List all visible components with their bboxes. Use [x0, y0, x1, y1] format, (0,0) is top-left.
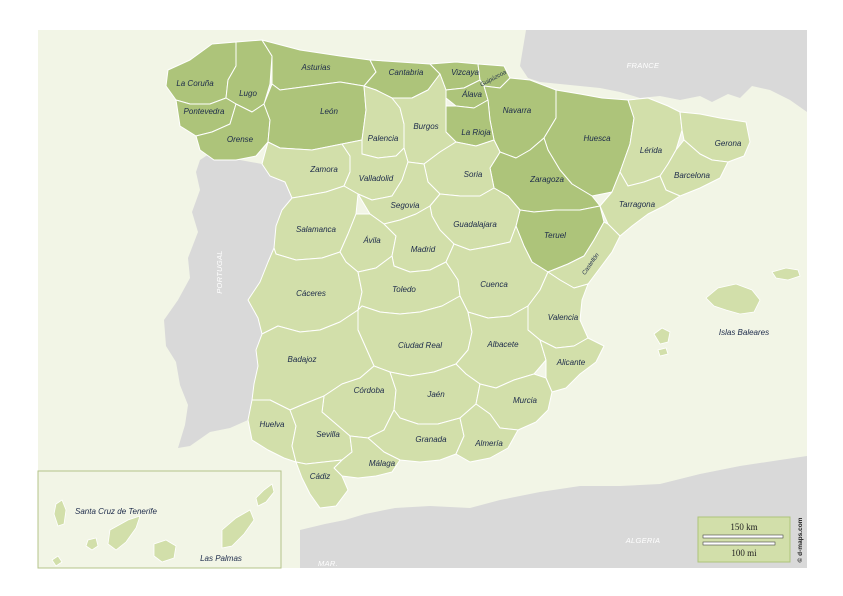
label-huelva: Huelva: [260, 420, 285, 429]
gran-canaria: [153, 539, 177, 563]
label-teruel: Teruel: [544, 231, 566, 240]
label-malaga: Málaga: [369, 459, 396, 468]
label-vizcaya: Vizcaya: [451, 68, 479, 77]
tenerife: [107, 515, 141, 551]
province-labels: La Coruña Lugo Asturias Cantabria Vizcay…: [75, 63, 769, 563]
label-huesca: Huesca: [583, 134, 611, 143]
canary-islands: [51, 483, 275, 567]
label-cantabria: Cantabria: [389, 68, 424, 77]
label-palencia: Palencia: [368, 134, 399, 143]
label-morocco: MAR.: [318, 559, 338, 568]
label-toledo: Toledo: [392, 285, 416, 294]
label-burgos: Burgos: [413, 122, 438, 131]
label-valencia: Valencia: [548, 313, 579, 322]
label-barcelona: Barcelona: [674, 171, 711, 180]
label-murcia: Murcia: [513, 396, 538, 405]
label-ciudad-real: Ciudad Real: [398, 341, 442, 350]
label-madrid: Madrid: [411, 245, 436, 254]
label-las-palmas: Las Palmas: [200, 554, 242, 563]
scale-km-bar: [702, 534, 784, 539]
label-cuenca: Cuenca: [480, 280, 508, 289]
label-granada: Granada: [415, 435, 447, 444]
label-salamanca: Salamanca: [296, 225, 337, 234]
fuerteventura: [221, 509, 255, 549]
lanzarote: [255, 483, 275, 507]
province-cadiz: [295, 459, 349, 509]
label-leon: León: [320, 107, 338, 116]
label-santa-cruz-de-tenerife: Santa Cruz de Tenerife: [75, 507, 158, 516]
label-alicante: Alicante: [556, 358, 586, 367]
label-cadiz: Cádiz: [310, 472, 330, 481]
label-lerida: Lérida: [640, 146, 663, 155]
portugal-land: [164, 152, 292, 448]
province-almeria: [455, 403, 519, 463]
label-tarragona: Tarragona: [619, 200, 656, 209]
label-la-rioja: La Rioja: [461, 128, 491, 137]
formentera: [657, 347, 669, 357]
label-zaragoza: Zaragoza: [529, 175, 564, 184]
scale-box: [697, 516, 791, 563]
label-sevilla: Sevilla: [316, 430, 340, 439]
label-soria: Soria: [464, 170, 483, 179]
el-hierro: [51, 555, 63, 567]
label-gerona: Gerona: [715, 139, 742, 148]
ibiza: [653, 327, 671, 345]
scale-mi-bar: [702, 541, 776, 546]
foreign-land: [164, 30, 807, 568]
label-navarra: Navarra: [503, 106, 532, 115]
label-pontevedra: Pontevedra: [184, 107, 225, 116]
la-gomera: [85, 537, 99, 551]
label-badajoz: Badajoz: [288, 355, 317, 364]
label-zamora: Zamora: [309, 165, 338, 174]
france-land: [520, 30, 807, 112]
province-alicante: [539, 337, 605, 393]
label-guadalajara: Guadalajara: [453, 220, 497, 229]
label-france: FRANCE: [627, 61, 660, 70]
label-la-coruna: La Coruña: [176, 79, 214, 88]
menorca: [771, 267, 801, 281]
label-islas-baleares: Islas Baleares: [719, 328, 769, 337]
label-avila: Ávila: [362, 236, 381, 245]
balearic-islands: [653, 267, 801, 357]
scale-mi-label: 100 mi: [731, 548, 757, 558]
spain-provinces: [165, 39, 751, 509]
scale-km-label: 150 km: [730, 522, 757, 532]
mallorca: [705, 283, 761, 315]
scale-bar: 150 km 100 mi: [697, 516, 791, 563]
label-segovia: Segovia: [391, 201, 420, 210]
province-burgos: [391, 73, 457, 165]
label-portugal: PORTUGAL: [215, 250, 224, 294]
label-caceres: Cáceres: [296, 289, 326, 298]
label-orense: Orense: [227, 135, 254, 144]
label-valladolid: Valladolid: [359, 174, 394, 183]
label-alava: Álava: [461, 90, 483, 99]
province-barcelona: [659, 139, 729, 197]
label-almeria: Almería: [474, 439, 503, 448]
credit-text: © d-maps.com: [796, 517, 804, 562]
label-jaen: Jaén: [426, 390, 445, 399]
label-asturias: Asturias: [301, 63, 331, 72]
label-lugo: Lugo: [239, 89, 257, 98]
label-albacete: Albacete: [486, 340, 519, 349]
label-cordoba: Córdoba: [354, 386, 385, 395]
la-palma: [53, 499, 67, 527]
province-gerona: [679, 111, 751, 163]
africa-land: [300, 456, 807, 568]
province-leon: [263, 81, 367, 151]
label-algeria: ALGERIA: [625, 536, 661, 545]
